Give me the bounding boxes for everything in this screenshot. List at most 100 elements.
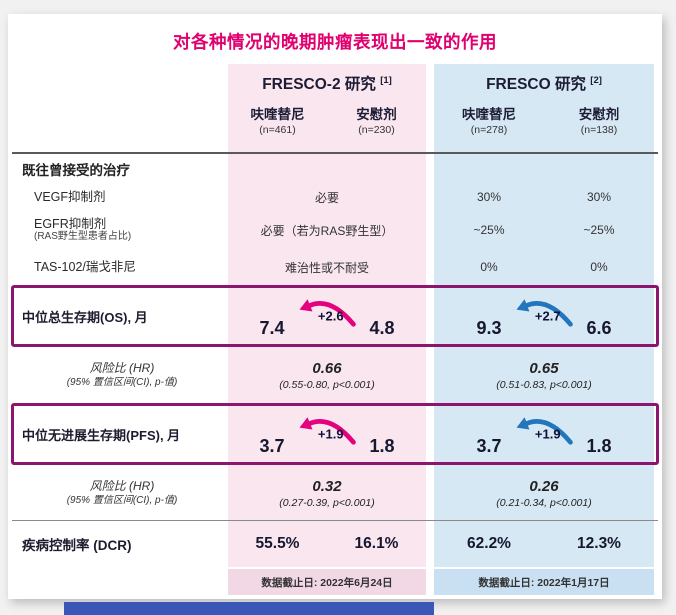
header-divider [12,152,658,154]
hr-label-sub: (95% 置信区间(CI), p-值) [66,377,178,389]
pfs-fresco2-gain-arrow-icon: +1.9 [296,413,358,447]
os-fresco2-treatment-value: 7.4 [259,318,285,338]
study-name: FRESCO 研究 [486,76,586,93]
fresco-treatment-arm-header: 呋喹替尼 (n=278) [434,103,544,136]
pfs-fresco-treatment-value: 3.7 [476,436,502,456]
row-label-main: EGFR抑制剂 [34,217,107,232]
pfs-row: 中位无进展生存期(PFS), 月 3.7 +1.9 1.8 3.7 +1.9 [14,406,656,462]
fresco2-placebo-arm-header: 安慰剂 (n=230) [327,103,426,136]
fresco-placebo-arm-header: 安慰剂 (n=138) [544,103,654,136]
hr-value: 0.32 [312,477,342,495]
reference-marker: [2] [590,74,602,86]
pfs-hr-fresco2: 0.32 (0.27-0.39, p<0.001) [228,478,426,509]
arm-name: 安慰剂 [356,107,397,122]
fresco-arm-headers: 呋喹替尼 (n=278) 安慰剂 (n=138) [434,103,654,136]
hr-ci: (0.27-0.39, p<0.001) [279,496,375,509]
table-row-vegf: VEGF抑制剂 必要 30% 30% [8,184,662,210]
os-fresco2-placebo-value: 4.8 [369,318,395,338]
pfs-fresco2-treatment-value: 3.7 [259,436,285,456]
hr-value: 0.26 [529,477,559,495]
reference-marker: [1] [380,74,392,86]
table-row-tas102: TAS-102/瑞戈非尼 难治性或不耐受 0% 0% [8,250,662,284]
arm-sample-size: (n=138) [580,124,618,136]
pfs-fresco-delta: +1.9 [534,426,561,442]
hr-row-label: 风险比 (HR) (95% 置信区间(CI), p-值) [16,361,228,390]
dcr-row: 疾病控制率 (DCR) 55.5% 16.1% 62.2% 12.3% [8,521,662,567]
hr-ci: (0.51-0.83, p<0.001) [496,378,592,391]
pfs-fresco-placebo-value: 1.8 [586,436,612,456]
pfs-fresco-gain-arrow-icon: +1.9 [513,413,575,447]
bottom-banner-bar [64,602,434,615]
hr-value: 0.66 [312,359,342,377]
os-hazard-ratio-row: 风险比 (HR) (95% 置信区间(CI), p-值) 0.66 (0.55-… [8,348,662,402]
fresco2-group-header: FRESCO-2 研究 [1] 呋喹替尼 (n=461) 安慰剂 (n=230) [228,64,426,136]
os-fresco2-values: 7.4 +2.6 4.8 [228,288,426,344]
pfs-hr-fresco: 0.26 (0.21-0.34, p<0.001) [434,478,654,509]
pfs-row-label: 中位无进展生存期(PFS), 月 [22,427,181,443]
hr-row-label: 风险比 (HR) (95% 置信区间(CI), p-值) [16,479,228,508]
dcr-row-label: 疾病控制率 (DCR) [22,538,132,553]
table-row-egfr: EGFR抑制剂 (RAS野生型患者占比) 必要（若为RAS野生型） ~25% ~… [8,210,662,250]
prior-treatment-section-header: 既往曾接受的治疗 [22,163,130,178]
fresco-study-title: FRESCO 研究 [2] [434,72,654,94]
fresco-placebo-value: ~25% [583,223,615,237]
fresco2-merged-value: 必要 [314,190,339,205]
os-fresco2-delta: +2.6 [317,308,344,324]
comparison-table: FRESCO-2 研究 [1] 呋喹替尼 (n=461) 安慰剂 (n=230)… [8,64,662,595]
hr-ci: (0.21-0.34, p<0.001) [496,496,592,509]
os-hr-fresco2: 0.66 (0.55-0.80, p<0.001) [228,360,426,391]
arm-sample-size: (n=230) [358,124,395,136]
fresco2-treatment-arm-header: 呋喹替尼 (n=461) [228,103,327,136]
dcr-fresco2-placebo-value: 16.1% [354,535,399,552]
row-label: EGFR抑制剂 (RAS野生型患者占比) [16,217,228,243]
hr-label-sub: (95% 置信区间(CI), p-值) [66,495,178,507]
fresco-group-header: FRESCO 研究 [2] 呋喹替尼 (n=278) 安慰剂 (n=138) [434,64,654,136]
os-fresco-placebo-value: 6.6 [586,318,612,338]
fresco-treatment-value: 0% [480,260,498,274]
row-label: VEGF抑制剂 [34,189,106,204]
os-row-label: 中位总生存期(OS), 月 [22,309,148,325]
dcr-fresco-placebo-value: 12.3% [577,535,621,552]
data-cutoff-row: 数据截止日: 2022年6月24日 数据截止日: 2022年1月17日 [8,567,662,595]
pfs-highlight-box: 中位无进展生存期(PFS), 月 3.7 +1.9 1.8 3.7 +1.9 [11,403,659,465]
os-fresco-treatment-value: 9.3 [476,318,502,338]
row-label-sub: (RAS野生型患者占比) [34,231,132,243]
pfs-fresco2-delta: +1.9 [317,426,344,442]
hr-label-main: 风险比 (HR) [89,478,155,493]
arm-sample-size: (n=461) [259,124,296,136]
arm-sample-size: (n=278) [470,124,508,136]
table-header-row: FRESCO-2 研究 [1] 呋喹替尼 (n=461) 安慰剂 (n=230)… [8,64,662,152]
prior-treatment-section-row: 既往曾接受的治疗 [8,154,662,184]
slide-card: 对各种情况的晚期肿瘤表现出一致的作用 FRESCO-2 研究 [1] 呋喹替尼 … [8,14,662,599]
fresco-placebo-value: 0% [590,260,608,274]
os-row: 中位总生存期(OS), 月 7.4 +2.6 4.8 9.3 +2.7 [14,288,656,344]
arm-name: 安慰剂 [578,107,620,122]
fresco-data-cutoff: 数据截止日: 2022年1月17日 [434,567,654,595]
pfs-fresco-values: 3.7 +1.9 1.8 [434,406,654,462]
dcr-fresco2-treatment-value: 55.5% [255,535,300,552]
dcr-divider [12,520,658,521]
fresco-placebo-value: 30% [586,190,612,204]
fresco2-data-cutoff: 数据截止日: 2022年6月24日 [228,567,426,595]
os-highlight-box: 中位总生存期(OS), 月 7.4 +2.6 4.8 9.3 +2.7 [11,285,659,347]
fresco2-merged-value: 难治性或不耐受 [284,260,369,275]
dcr-fresco-treatment-value: 62.2% [467,535,511,552]
fresco2-study-title: FRESCO-2 研究 [1] [228,72,426,94]
os-fresco2-gain-arrow-icon: +2.6 [296,295,358,329]
pfs-fresco2-values: 3.7 +1.9 1.8 [228,406,426,462]
arm-name: 呋喹替尼 [250,107,305,122]
fresco2-arm-headers: 呋喹替尼 (n=461) 安慰剂 (n=230) [228,103,426,136]
os-hr-fresco: 0.65 (0.51-0.83, p<0.001) [434,360,654,391]
fresco2-merged-value: 必要（若为RAS野生型） [260,223,394,238]
row-label: TAS-102/瑞戈非尼 [34,259,136,274]
pfs-hazard-ratio-row: 风险比 (HR) (95% 置信区间(CI), p-值) 0.32 (0.27-… [8,466,662,520]
fresco-treatment-value: 30% [476,190,502,204]
pfs-fresco2-placebo-value: 1.8 [369,436,395,456]
study-name: FRESCO-2 研究 [262,76,376,93]
fresco-treatment-value: ~25% [473,223,505,237]
os-fresco-values: 9.3 +2.7 6.6 [434,288,654,344]
hr-value: 0.65 [529,359,559,377]
hr-ci: (0.55-0.80, p<0.001) [279,378,375,391]
arm-name: 呋喹替尼 [462,107,516,122]
os-fresco-delta: +2.7 [534,308,561,324]
